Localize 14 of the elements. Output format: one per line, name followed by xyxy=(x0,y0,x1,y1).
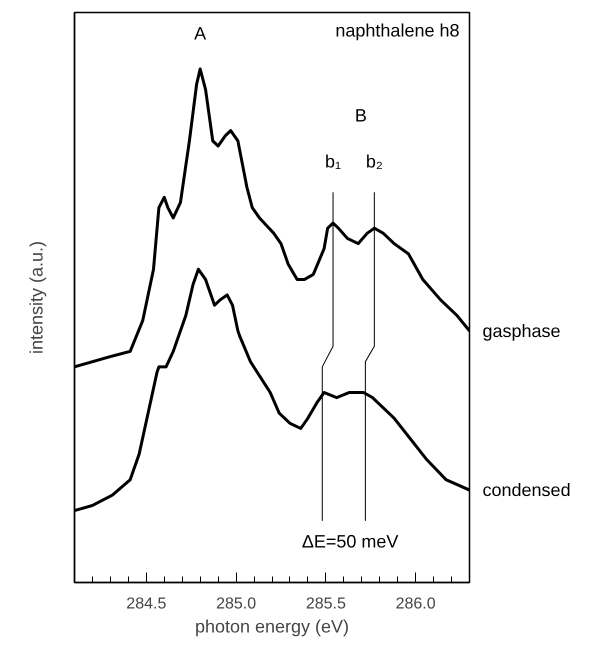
annotation: B xyxy=(354,105,367,126)
annotation: b₂ xyxy=(366,152,383,172)
x-axis-title: photon energy (eV) xyxy=(194,616,350,636)
x-tick-label: 284.5 xyxy=(126,596,166,612)
x-tick-label: 285.5 xyxy=(306,596,346,612)
annotation: ΔE=50 meV xyxy=(302,532,398,552)
series-label: gasphase xyxy=(482,320,561,341)
x-tick-label: 286.0 xyxy=(396,596,436,612)
text: A xyxy=(194,23,206,44)
annotation: b₁ xyxy=(325,152,342,172)
y-axis-title: intensity (a.u.) xyxy=(26,240,46,354)
series-label: condensed xyxy=(482,480,571,500)
text: naphthalene h8 xyxy=(335,20,460,40)
x-tick-label: 285.0 xyxy=(216,596,256,612)
